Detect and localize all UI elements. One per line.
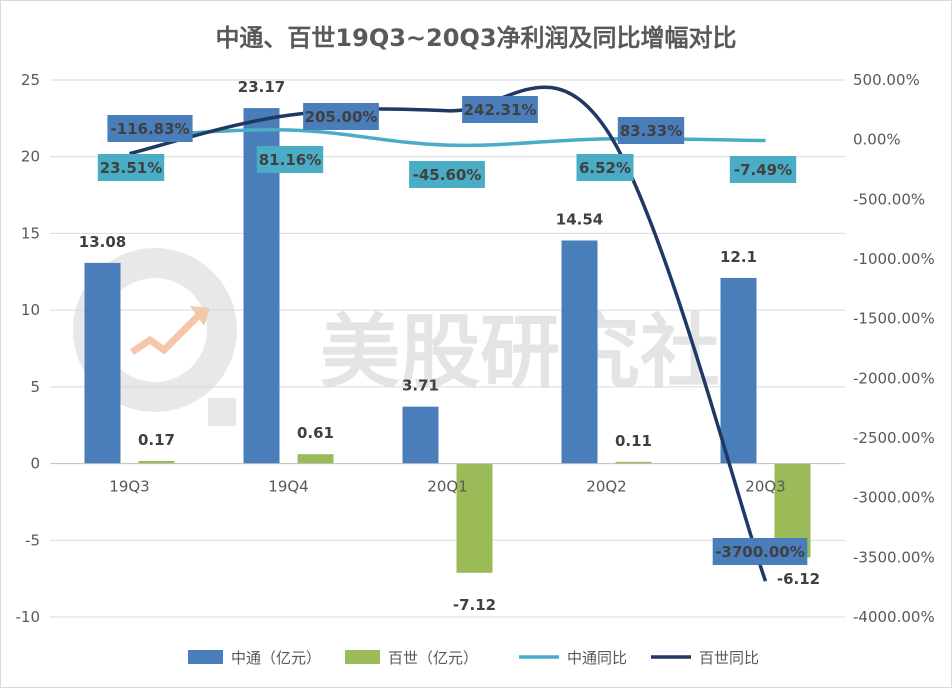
pct-data-label: -116.83% xyxy=(110,120,189,138)
bar-data-label: -6.12 xyxy=(777,570,820,588)
bar-data-label: 0.61 xyxy=(297,424,334,442)
bar-data-label: -7.12 xyxy=(453,596,496,614)
x-tick-label: 20Q3 xyxy=(745,478,785,496)
pct-data-label: -45.60% xyxy=(413,166,482,184)
bar-best-20Q2 xyxy=(615,461,652,464)
y-right-tick-label: -1500.00% xyxy=(853,310,935,328)
legend-label: 中通同比 xyxy=(567,649,627,667)
legend-label: 百世同比 xyxy=(699,649,759,667)
y-left-tick-label: 20 xyxy=(21,148,40,166)
legend-swatch-1 xyxy=(345,650,380,664)
x-tick-label: 20Q2 xyxy=(586,478,626,496)
pct-label-box xyxy=(107,115,193,142)
pct-label-box xyxy=(576,154,634,181)
watermark-logo-tail xyxy=(208,398,236,426)
bar-data-label: 14.54 xyxy=(556,210,603,228)
bar-data-label: 12.1 xyxy=(720,248,757,266)
pct-data-label: 23.51% xyxy=(100,159,162,177)
pct-label-box xyxy=(97,154,165,181)
bar-best-19Q4 xyxy=(297,454,334,464)
pct-data-label: -7.49% xyxy=(734,161,792,179)
y-right-tick-label: -2000.00% xyxy=(853,369,935,387)
gridlines xyxy=(50,79,845,618)
bar-zto-20Q3 xyxy=(720,277,757,464)
pct-data-label: 242.31% xyxy=(464,101,537,119)
bar-data-label: 13.08 xyxy=(79,233,126,251)
legend: 中通（亿元） 百世（亿元） 中通同比 百世同比 xyxy=(188,649,759,667)
watermark-arrow-head xyxy=(190,306,210,326)
y-left-tick-label: 10 xyxy=(21,301,40,319)
y-right-tick-label: -1000.00% xyxy=(853,250,935,268)
legend-label: 百世（亿元） xyxy=(388,649,478,667)
pct-data-label: 83.33% xyxy=(620,122,682,140)
pct-label-box xyxy=(462,96,538,123)
watermark-text: 美股研究社 xyxy=(320,306,720,399)
pct-label-box xyxy=(617,117,685,144)
y-left-tick-label: 5 xyxy=(30,378,40,396)
y-left-tick-label: -5 xyxy=(25,531,40,549)
bar-data-label: 0.17 xyxy=(138,431,175,449)
axes: 25 20 15 10 5 0 -5 -10 500.00% 0.00% -500.00% -1000… xyxy=(16,71,935,626)
x-tick-label: 19Q3 xyxy=(109,478,149,496)
data-labels: 13.08 23.17 3.71 14.54 12.1 0.17 0.61 -7.12 0.11… xyxy=(79,78,820,614)
bar-zto-19Q3 xyxy=(84,262,121,464)
legend-label: 中通（亿元） xyxy=(231,649,321,667)
y-right-tick-label: -3500.00% xyxy=(853,548,935,566)
pct-data-label: 205.00% xyxy=(305,108,378,126)
pct-label-box xyxy=(409,161,485,188)
y-right-tick-label: 500.00% xyxy=(853,71,920,89)
bar-zto-20Q1 xyxy=(402,406,439,464)
y-left-tick-label: 15 xyxy=(21,224,40,242)
y-right-tick-label: -3000.00% xyxy=(853,489,935,507)
bar-best-20Q1 xyxy=(456,463,493,573)
y-left-tick-label: -10 xyxy=(16,608,41,626)
bar-data-label: 0.11 xyxy=(615,432,652,450)
bar-data-label: 23.17 xyxy=(238,78,285,96)
y-right-tick-label: -4000.00% xyxy=(853,608,935,626)
pct-data-label: 6.52% xyxy=(579,159,631,177)
pct-label-box xyxy=(256,146,324,173)
y-right-tick-label: 0.00% xyxy=(853,131,901,149)
pct-data-label: 81.16% xyxy=(259,151,321,169)
bar-data-label: 3.71 xyxy=(402,377,439,395)
pct-label-box xyxy=(729,156,797,183)
chart-title: 中通、百世19Q3~20Q3净利润及同比增幅对比 xyxy=(215,24,736,52)
x-tick-label: 20Q1 xyxy=(427,478,467,496)
y-right-tick-label: -2500.00% xyxy=(853,429,935,447)
pct-label-box xyxy=(303,103,379,130)
legend-swatch-0 xyxy=(188,650,223,664)
y-right-tick-label: -500.00% xyxy=(853,190,925,208)
watermark-logo-inner xyxy=(103,278,207,382)
pct-data-label: -3700.00% xyxy=(715,543,805,561)
y-left-tick-label: 0 xyxy=(30,455,40,473)
x-tick-label: 19Q4 xyxy=(268,478,308,496)
watermark-arrow-icon xyxy=(130,313,201,355)
pct-label-box xyxy=(712,538,808,565)
bar-best-19Q3 xyxy=(138,460,175,464)
bar-zto-20Q2 xyxy=(561,240,598,464)
y-left-tick-label: 25 xyxy=(21,71,40,89)
